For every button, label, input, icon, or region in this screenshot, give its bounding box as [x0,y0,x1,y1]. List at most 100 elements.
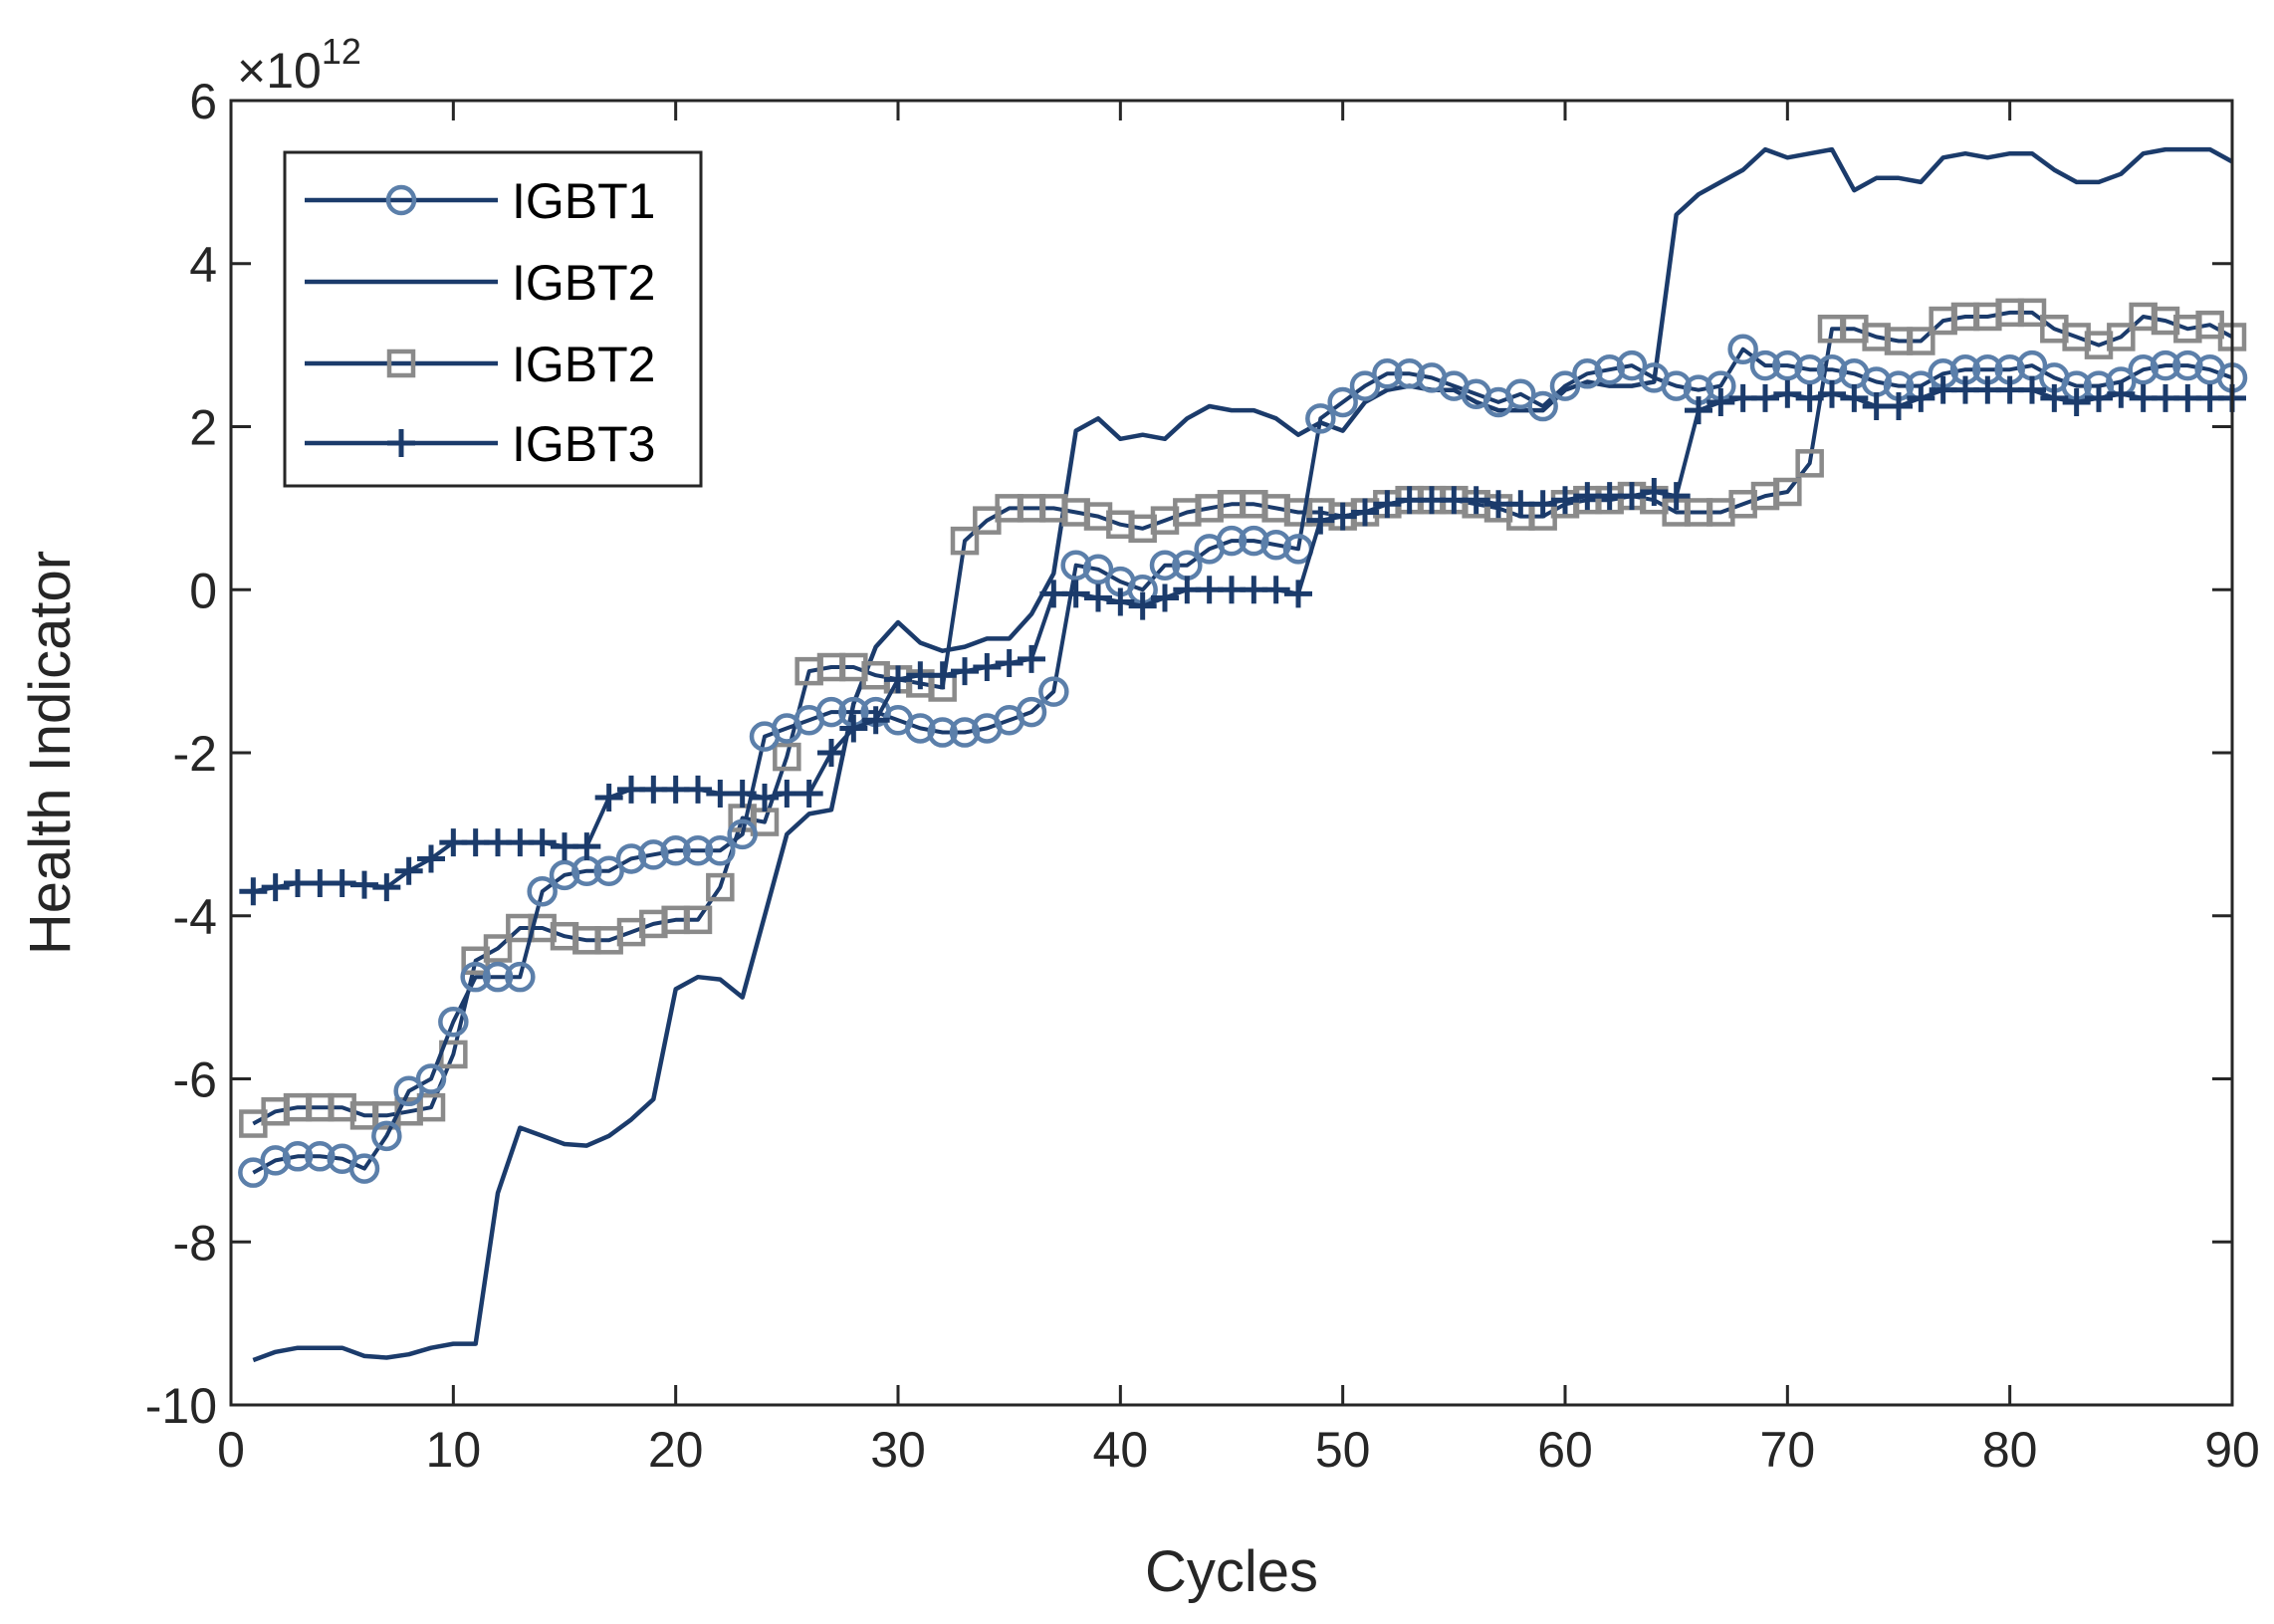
y-tick-label: 6 [189,74,217,129]
data-point [1149,550,1181,580]
data-point [1305,403,1336,434]
data-point [482,961,514,993]
data-point [261,873,290,902]
data-point [1084,583,1112,612]
data-point [773,742,801,772]
data-point [572,832,601,861]
data-point [751,784,779,812]
data-point [928,661,957,690]
data-point [1260,529,1291,561]
data-point [795,779,823,808]
x-tick-label: 50 [1315,1422,1371,1478]
data-point [1749,349,1781,381]
data-point [1261,576,1290,604]
series-3 [239,375,2246,906]
data-point [483,934,513,963]
data-point [927,717,958,748]
data-point [1640,478,1669,506]
legend-entry-0: IGBT1 [305,173,655,229]
legend-box [283,150,703,488]
y-tick-label: -10 [145,1378,217,1434]
y-exponent-label: ×1012 [237,31,361,99]
data-point [1527,390,1558,422]
data-point [393,1075,424,1107]
data-point [1060,550,1091,580]
data-point [417,844,445,873]
data-point [682,835,714,866]
y-exponent-power: 12 [322,31,361,72]
data-point [460,961,491,993]
y-tick-label: 4 [189,237,217,293]
data-point [1885,392,1913,421]
data-point [1349,370,1381,401]
x-tick-label: 90 [2204,1422,2260,1478]
data-point [2150,349,2181,381]
data-point [951,657,979,686]
data-point [973,653,1002,682]
data-point [1907,383,1935,412]
data-point [1394,358,1425,389]
data-point [995,648,1023,677]
data-point [815,696,847,728]
legend-entry-1: IGBT2 [305,255,655,311]
data-point [1082,554,1114,585]
data-point [2128,353,2159,385]
data-point [1018,644,1045,673]
data-point [282,1141,314,1172]
data-point [1706,387,1735,416]
x-axis-title: Cycles [1145,1539,1318,1604]
data-point [1772,349,1803,381]
data-point [817,739,845,767]
data-point [884,665,912,694]
data-point [1773,477,1802,507]
x-tick-label: 70 [1760,1422,1816,1478]
data-point [549,859,580,891]
data-point [1038,676,1069,707]
data-point [1907,327,1935,355]
data-point [1549,370,1581,401]
data-point [1372,358,1403,389]
data-point [1351,498,1379,527]
legend-label: IGBT2 [512,255,655,311]
y-tick-label: 2 [189,400,217,456]
data-point [1616,349,1648,381]
data-point [372,873,401,902]
legend-entry-3: IGBT3 [305,416,655,472]
data-point [238,1157,269,1188]
data-point [1284,580,1312,608]
data-point [239,877,268,906]
data-point [1016,696,1047,728]
x-tick-label: 10 [426,1422,482,1478]
data-point [950,526,980,556]
data-point [593,855,624,886]
data-point [394,856,423,885]
y-tick-label: -2 [173,726,217,782]
data-point [305,1141,336,1172]
y-tick-label: -8 [173,1215,217,1271]
data-point [1106,587,1135,616]
data-point [348,1153,380,1184]
legend-swatch-marker [387,429,415,457]
data-point [415,1063,447,1094]
data-point [2085,383,2113,412]
data-point [1661,370,1692,401]
data-point [660,835,691,866]
data-point [1061,580,1090,608]
x-tick-label: 60 [1537,1422,1593,1478]
data-point [1328,502,1357,531]
data-point [371,1120,402,1152]
x-tick-label: 0 [217,1422,245,1478]
x-tick-label: 40 [1093,1422,1149,1478]
data-point [839,714,868,743]
data-point [1572,358,1603,389]
data-point [1795,449,1824,478]
data-point [1795,383,1824,412]
data-point [1551,486,1579,515]
data-point [705,835,736,866]
legend-label: IGBT2 [512,337,655,392]
data-point [684,775,712,804]
data-point [2172,349,2203,381]
data-point [2107,379,2136,408]
